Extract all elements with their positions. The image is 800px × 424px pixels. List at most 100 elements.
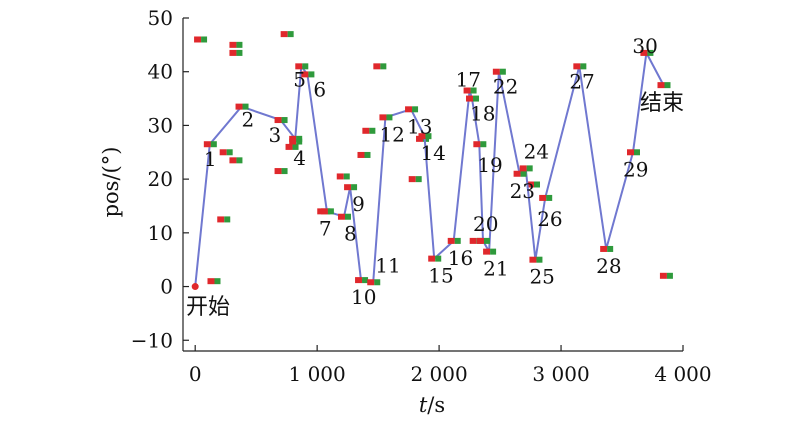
marker-green-part [647, 49, 654, 56]
marker-green-part [364, 151, 371, 158]
marker-green-part [490, 248, 497, 255]
scatter-marker [362, 127, 376, 134]
series-marker [295, 63, 309, 70]
marker-green-part [536, 256, 543, 263]
marker-green-part [343, 173, 350, 180]
marker-red-part [600, 245, 608, 252]
x-axis-label-unit: /s [427, 393, 445, 417]
marker-red-part [344, 184, 352, 191]
marker-red-part [229, 41, 237, 48]
marker-green-part [214, 278, 221, 285]
scatter-marker [217, 216, 231, 223]
point-label-25: 25 [529, 265, 554, 289]
marker-red-part [428, 255, 436, 262]
marker-red-part [527, 181, 534, 188]
marker-green-part [580, 63, 587, 70]
series-marker [235, 103, 249, 110]
point-label-15: 15 [428, 264, 453, 288]
marker-red-part [289, 135, 297, 142]
marker-green-part [344, 213, 351, 220]
marker-green-part [473, 95, 480, 102]
marker-red-part [477, 237, 484, 244]
marker-red-part [203, 141, 211, 148]
marker-green-part [499, 68, 506, 75]
axes [182, 17, 684, 352]
point-label-16: 16 [448, 246, 473, 270]
scatter-marker [274, 168, 288, 175]
start-label: 开始 [186, 295, 230, 320]
marker-green-part [546, 194, 553, 201]
series-marker [274, 117, 288, 124]
x-tick-label: 0 [189, 362, 202, 386]
y-tick-label: 20 [148, 167, 173, 191]
y-tick-label: 30 [148, 113, 173, 137]
x-axis-label-var: t [419, 393, 428, 417]
series-marker [418, 133, 432, 140]
point-label-12: 12 [379, 122, 404, 146]
marker-red-part [274, 168, 282, 175]
marker-green-part [369, 127, 376, 134]
marker-green-part [224, 216, 231, 223]
scatter-marker [207, 278, 221, 285]
marker-green-part [281, 117, 288, 124]
marker-red-part [483, 248, 491, 255]
point-label-11: 11 [375, 253, 400, 277]
marker-green-part [520, 170, 527, 177]
scatter-marker [357, 151, 371, 158]
marker-red-part [513, 170, 521, 177]
series-marker [513, 170, 527, 177]
series-marker [627, 149, 640, 156]
point-label-18: 18 [470, 102, 495, 126]
marker-red-part [659, 272, 667, 279]
point-label-22: 22 [493, 75, 518, 99]
scatter-marker [408, 176, 422, 183]
point-label-5: 5 [293, 67, 306, 91]
marker-red-part [447, 237, 455, 244]
point-label-26: 26 [537, 207, 562, 231]
marker-green-part [634, 149, 640, 156]
point-label-3: 3 [269, 123, 282, 147]
scatter-marker [219, 149, 233, 156]
marker-red-part [229, 157, 237, 164]
marker-red-part [274, 117, 282, 124]
marker-green-part [302, 63, 309, 70]
marker-red-part [280, 31, 288, 38]
series-marker [337, 213, 351, 220]
end-label: 结束 [640, 91, 684, 116]
marker-green-part [534, 181, 540, 188]
series-marker [539, 194, 553, 201]
point-label-9: 9 [352, 192, 365, 216]
scatter-marker [280, 31, 294, 38]
point-label-1: 1 [204, 147, 217, 171]
marker-red-part [466, 95, 474, 102]
marker-red-part [295, 63, 303, 70]
scatter-marker [229, 157, 243, 164]
marker-green-part [210, 141, 217, 148]
x-tick-label: 2 000 [410, 362, 467, 386]
marker-red-part [473, 141, 481, 148]
marker-green-part [362, 277, 369, 284]
marker-green-part [415, 176, 422, 183]
series-marker [492, 68, 506, 75]
marker-green-part [666, 272, 673, 279]
marker-green-part [327, 208, 334, 215]
point-label-13: 13 [407, 114, 432, 138]
series-marker [320, 208, 334, 215]
series-marker [367, 279, 381, 286]
point-label-24: 24 [524, 139, 549, 163]
series-marker [301, 71, 315, 78]
marker-red-part [336, 173, 344, 180]
marker-green-part [374, 279, 381, 286]
marker-green-part [226, 149, 233, 156]
marker-red-part [235, 103, 243, 110]
series-marker [355, 277, 369, 284]
y-axis-label: pos/(°) [99, 147, 123, 218]
marker-red-part [539, 194, 547, 201]
y-tick-label: −10 [131, 328, 173, 352]
point-label-6: 6 [313, 77, 326, 101]
marker-green-part [470, 87, 477, 94]
series-marker [344, 184, 358, 191]
point-label-23: 23 [510, 179, 535, 203]
marker-green-part [526, 165, 533, 172]
